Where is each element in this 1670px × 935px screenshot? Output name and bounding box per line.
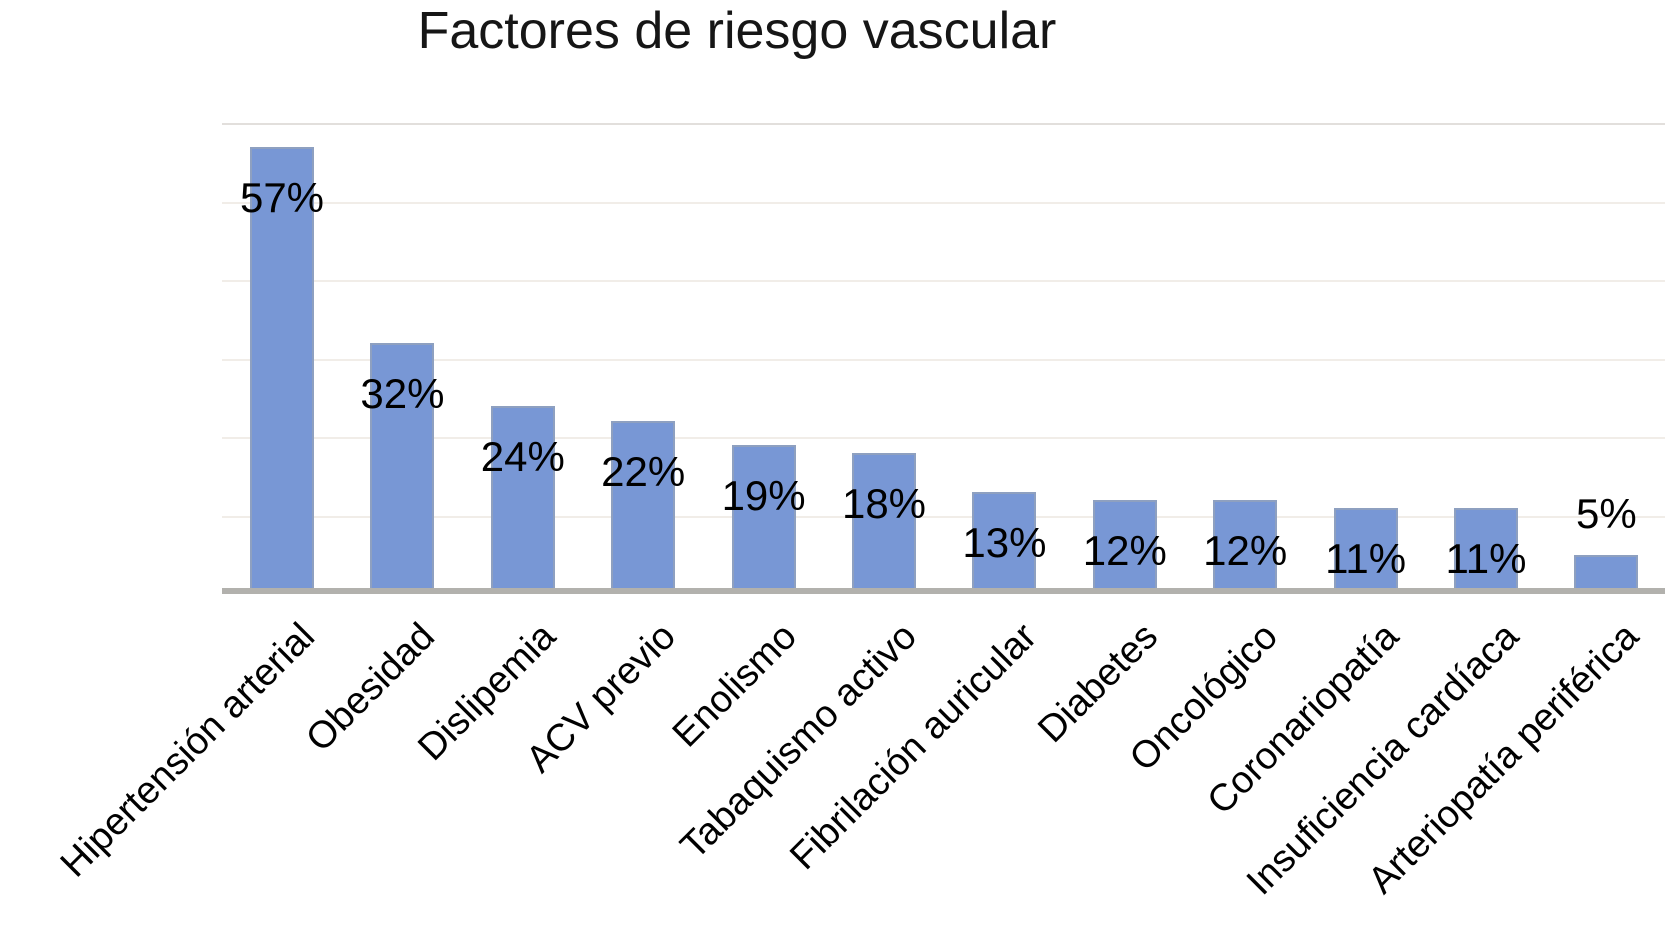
bar	[852, 452, 916, 594]
data-label: 11%	[1325, 534, 1407, 582]
gridline-60	[222, 123, 1665, 125]
data-label: 13%	[962, 518, 1047, 566]
data-label: 22%	[601, 448, 686, 496]
data-label: 18%	[841, 479, 927, 527]
gridline-30	[222, 358, 1665, 361]
bar	[1213, 499, 1278, 594]
bar	[972, 491, 1037, 594]
bar	[490, 405, 555, 594]
bar	[1454, 507, 1518, 594]
gridline-10	[222, 515, 1665, 518]
bar	[1333, 507, 1398, 594]
bar	[250, 146, 314, 594]
gridline-50	[222, 201, 1665, 204]
data-label: 19%	[721, 471, 806, 519]
bar	[1092, 499, 1157, 594]
data-label: 11%	[1445, 534, 1527, 582]
bar	[731, 444, 796, 594]
bar	[1574, 554, 1639, 594]
gridline-40	[222, 280, 1665, 282]
data-label: 24%	[480, 432, 565, 480]
plot-area: 57% 32% 24% 22% 19% 18% 13% 12% 12% 11% 11% 5%	[222, 123, 1665, 594]
data-label: 57%	[239, 173, 325, 221]
gridline-20	[222, 437, 1665, 439]
data-label: 32%	[360, 369, 445, 417]
chart-title: Factores de riesgo vascular	[417, 2, 1057, 60]
bar	[370, 342, 435, 594]
data-label: 12%	[1203, 526, 1288, 574]
bar	[611, 421, 676, 594]
category-label: Hipertensión arterial	[52, 615, 323, 886]
data-label: 5%	[1576, 489, 1637, 537]
x-axis-line	[222, 588, 1665, 594]
data-label: 12%	[1082, 526, 1167, 574]
